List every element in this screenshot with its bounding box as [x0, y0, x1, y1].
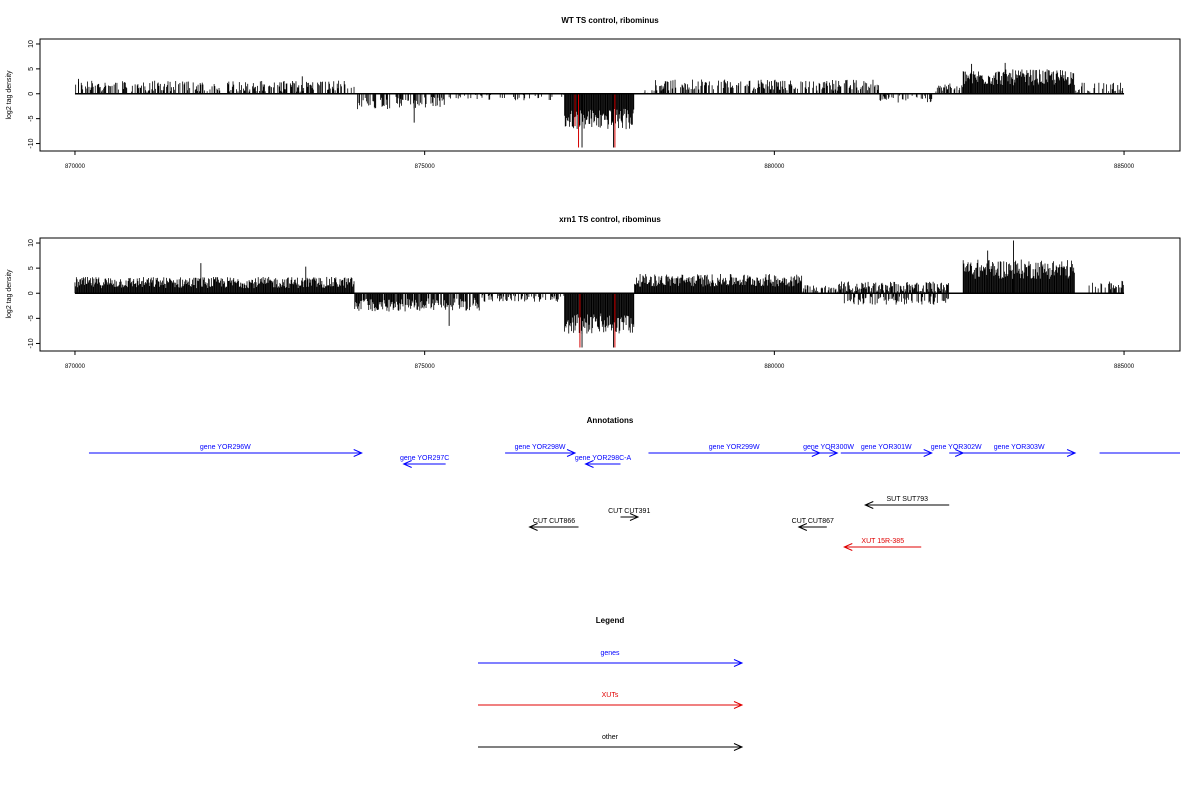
wt-x-axis: 870000 875000 880000 885000	[65, 151, 1135, 170]
arrowhead	[629, 513, 640, 521]
x-tick-label: 885000	[1114, 164, 1135, 170]
wt-y-axis: -10 -5 0 5 10	[28, 40, 40, 149]
x-tick-label: 870000	[65, 364, 86, 370]
feature-label: XUT 15R-385	[861, 538, 904, 545]
y-tick-label: -10	[28, 338, 35, 348]
x-tick-label: 885000	[1114, 364, 1135, 370]
x-tick-label: 880000	[764, 164, 785, 170]
xrn1-y-axis-label: log2 tag density	[6, 269, 13, 319]
feature-label: gene YOR296W	[200, 444, 251, 451]
y-tick-label: -10	[28, 138, 35, 148]
xrn1-track-panel: xrn1 TS control, ribominus log2 tag dens…	[6, 215, 1181, 370]
arrowhead	[733, 659, 744, 667]
feature-label: CUT CUT866	[533, 518, 575, 525]
arrowhead	[1066, 449, 1077, 457]
x-tick-label: 875000	[415, 364, 436, 370]
xrn1-y-axis: -10 -5 0 5 10	[28, 239, 40, 349]
arrowhead	[584, 460, 594, 468]
feature-label: CUT CUT867	[792, 518, 834, 525]
feature-label: gene YOR298C-A	[575, 455, 632, 462]
y-tick-label: 0	[28, 291, 35, 295]
xrn1-plot-frame	[39, 237, 1181, 352]
wt-density-bars	[75, 62, 1124, 148]
legend-items: genes XUTs other	[478, 650, 744, 751]
feature-label: gene YOR298W	[515, 444, 566, 451]
x-tick-label: 875000	[415, 164, 436, 170]
legend-item-label: XUTs	[602, 692, 619, 699]
legend-item-label: genes	[600, 650, 620, 657]
y-tick-label: 10	[28, 239, 35, 247]
y-tick-label: 5	[28, 67, 35, 71]
arrowhead	[843, 543, 853, 551]
wt-plot-frame	[39, 38, 1181, 152]
arrowhead	[829, 449, 839, 457]
arrowhead	[566, 449, 577, 457]
annotations-title: Annotations	[587, 416, 634, 425]
feature-label: gene YOR302W	[931, 444, 982, 451]
feature-label: gene YOR299W	[709, 444, 760, 451]
y-tick-label: -5	[28, 115, 35, 121]
xrn1-density-bars	[74, 240, 1124, 348]
arrowhead	[923, 449, 933, 457]
legend-item-label: other	[602, 734, 619, 741]
arrowhead	[353, 449, 363, 457]
arrowhead	[864, 501, 874, 509]
feature-label: CUT CUT391	[608, 508, 650, 515]
y-tick-label: 10	[28, 40, 35, 48]
xrn1-x-axis: 870000 875000 880000 885000	[65, 351, 1135, 370]
x-tick-label: 880000	[764, 364, 785, 370]
feature-label: SUT SUT793	[886, 496, 928, 503]
wt-track-panel: WT TS control, ribominus log2 tag densit…	[6, 16, 1181, 170]
legend-panel: Legend genes XUTs other	[478, 616, 744, 751]
wt-track-title: WT TS control, ribominus	[561, 16, 659, 25]
feature-label: gene YOR303W	[994, 444, 1045, 451]
arrowhead	[402, 460, 412, 468]
wt-y-axis-label: log2 tag density	[6, 70, 13, 120]
feature-label: gene YOR297C	[400, 455, 449, 462]
xrn1-track-title: xrn1 TS control, ribominus	[559, 215, 661, 224]
annotation-features: gene YOR296W gene YOR297C gene YOR298W gene…	[88, 444, 1180, 551]
arrowhead	[733, 743, 744, 751]
arrowhead	[528, 523, 538, 531]
y-tick-label: 5	[28, 266, 35, 270]
y-tick-label: -5	[28, 315, 35, 321]
arrowhead	[797, 523, 808, 531]
feature-label: gene YOR301W	[861, 444, 912, 451]
arrowhead	[733, 701, 744, 709]
x-tick-label: 870000	[65, 164, 86, 170]
feature-label: gene YOR300W	[803, 444, 854, 451]
legend-title: Legend	[596, 616, 625, 625]
y-tick-label: 0	[28, 92, 35, 96]
